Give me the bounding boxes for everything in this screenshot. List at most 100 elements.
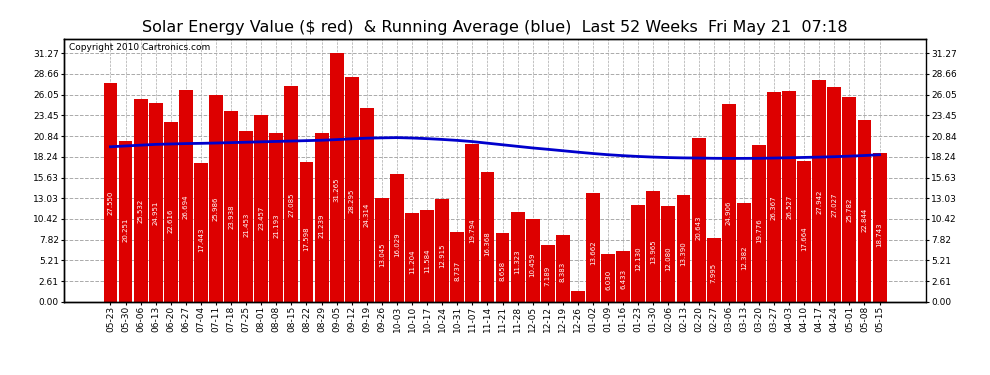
Text: 23.938: 23.938: [228, 204, 234, 228]
Bar: [737, 203, 750, 302]
Bar: [224, 111, 238, 302]
Bar: [857, 120, 871, 302]
Bar: [828, 87, 842, 302]
Text: 16.368: 16.368: [484, 231, 490, 256]
Text: 7.189: 7.189: [544, 266, 550, 286]
Text: 24.951: 24.951: [152, 200, 158, 225]
Bar: [405, 213, 419, 302]
Text: 21.239: 21.239: [319, 214, 325, 238]
Text: 31.265: 31.265: [334, 178, 340, 202]
Bar: [496, 233, 510, 302]
Text: 13.390: 13.390: [680, 242, 686, 266]
Bar: [722, 104, 736, 302]
Text: 17.443: 17.443: [198, 227, 204, 252]
Text: 8.658: 8.658: [500, 261, 506, 281]
Text: 26.527: 26.527: [786, 195, 792, 219]
Text: 25.532: 25.532: [138, 198, 144, 223]
Bar: [450, 232, 464, 302]
Text: 17.598: 17.598: [304, 226, 310, 251]
Text: 6.030: 6.030: [605, 270, 611, 290]
Text: 26.694: 26.694: [183, 194, 189, 219]
Bar: [511, 212, 525, 302]
Text: 20.643: 20.643: [696, 216, 702, 240]
Text: 27.085: 27.085: [288, 193, 294, 217]
Bar: [148, 104, 162, 302]
Text: 25.782: 25.782: [846, 197, 852, 222]
Text: 25.986: 25.986: [213, 196, 219, 221]
Text: 19.794: 19.794: [469, 219, 475, 243]
Text: 16.029: 16.029: [394, 232, 400, 257]
Bar: [300, 162, 314, 302]
Bar: [465, 144, 479, 302]
Text: 27.550: 27.550: [108, 191, 114, 216]
Text: 19.776: 19.776: [756, 219, 762, 243]
Bar: [586, 193, 600, 302]
Bar: [767, 92, 781, 302]
Bar: [436, 199, 449, 302]
Text: 12.080: 12.080: [665, 246, 671, 271]
Bar: [646, 191, 660, 302]
Bar: [872, 153, 886, 302]
Text: 21.453: 21.453: [244, 213, 249, 237]
Bar: [315, 133, 329, 302]
Text: 13.965: 13.965: [650, 240, 656, 264]
Bar: [119, 141, 133, 302]
Text: 12.130: 12.130: [636, 246, 642, 271]
Bar: [240, 131, 253, 302]
Bar: [269, 133, 283, 302]
Bar: [134, 99, 148, 302]
Bar: [782, 91, 796, 302]
Bar: [345, 77, 358, 302]
Text: 26.367: 26.367: [771, 195, 777, 220]
Bar: [480, 172, 494, 302]
Text: 10.459: 10.459: [530, 252, 536, 277]
Text: 8.383: 8.383: [560, 262, 566, 282]
Bar: [330, 53, 344, 302]
Bar: [526, 219, 540, 302]
Text: 21.193: 21.193: [273, 214, 279, 238]
Text: 27.942: 27.942: [816, 190, 823, 214]
Bar: [179, 90, 193, 302]
Bar: [390, 174, 404, 302]
Bar: [707, 238, 721, 302]
Text: 8.737: 8.737: [454, 261, 460, 281]
Text: 17.664: 17.664: [801, 226, 807, 251]
Bar: [692, 138, 706, 302]
Bar: [254, 115, 268, 302]
Bar: [420, 210, 434, 302]
Bar: [616, 251, 630, 302]
Bar: [601, 254, 615, 302]
Text: Copyright 2010 Cartronics.com: Copyright 2010 Cartronics.com: [68, 44, 210, 52]
Bar: [556, 235, 570, 302]
Text: 23.457: 23.457: [258, 206, 264, 230]
Bar: [813, 80, 827, 302]
Title: Solar Energy Value ($ red)  & Running Average (blue)  Last 52 Weeks  Fri May 21 : Solar Energy Value ($ red) & Running Ave…: [143, 20, 847, 35]
Text: 27.027: 27.027: [832, 193, 838, 217]
Bar: [676, 195, 690, 302]
Text: 11.584: 11.584: [424, 248, 430, 273]
Text: 7.995: 7.995: [711, 263, 717, 284]
Text: 28.295: 28.295: [348, 188, 354, 213]
Text: 18.743: 18.743: [876, 222, 882, 247]
Bar: [104, 83, 118, 302]
Bar: [375, 198, 389, 302]
Bar: [571, 291, 585, 302]
Text: 6.433: 6.433: [620, 269, 627, 289]
Text: 20.251: 20.251: [123, 217, 129, 242]
Text: 11.323: 11.323: [515, 249, 521, 274]
Bar: [797, 161, 811, 302]
Text: 24.314: 24.314: [363, 202, 370, 227]
Bar: [284, 86, 298, 302]
Bar: [194, 163, 208, 302]
Text: 24.906: 24.906: [726, 201, 732, 225]
Text: 12.915: 12.915: [440, 243, 446, 268]
Text: 13.662: 13.662: [590, 241, 596, 265]
Text: 12.382: 12.382: [741, 245, 746, 270]
Bar: [209, 95, 223, 302]
Bar: [842, 97, 856, 302]
Bar: [632, 206, 645, 302]
Bar: [541, 245, 554, 302]
Text: 22.844: 22.844: [861, 208, 867, 232]
Bar: [752, 145, 766, 302]
Bar: [661, 206, 675, 302]
